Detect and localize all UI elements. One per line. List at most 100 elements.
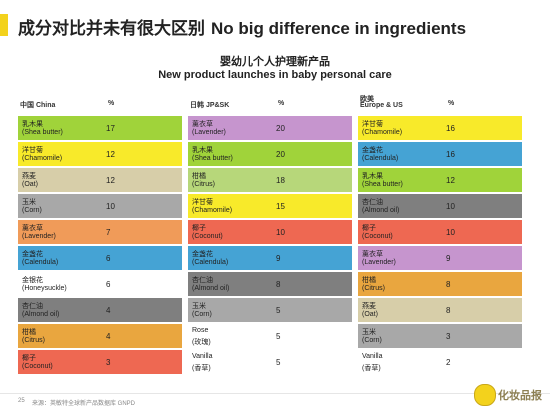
percent-value: 8 xyxy=(446,280,451,289)
ingredient-cell: 燕麦 (Oat) xyxy=(358,298,438,322)
ingredient-name: 椰子 xyxy=(192,225,206,232)
table-row: 燕麦 (Oat) 12 xyxy=(18,168,182,192)
percent-cell: 9 xyxy=(268,246,352,270)
table-row: 乳木果 (Shea butter) 20 xyxy=(188,142,352,166)
ingredient-name: Vanilla xyxy=(362,353,383,360)
ingredient-translation: (Lavender) xyxy=(362,259,396,266)
ingredient-cell: 金银花 (Honeysuckle) xyxy=(18,272,98,296)
ingredient-name: 柑橘 xyxy=(22,329,36,336)
percent-cell: 20 xyxy=(268,116,352,140)
table-row: 洋甘菊 (Chamomile) 15 xyxy=(188,194,352,218)
group-jp-sk: 日韩 JP&SK % 薰衣草 (Lavender) 20 乳木果 (Shea butte… xyxy=(188,100,358,376)
percent-header: % xyxy=(448,100,455,107)
percent-value: 9 xyxy=(446,254,451,263)
percent-cell: 18 xyxy=(268,168,352,192)
ingredient-name: 杏仁油 xyxy=(22,303,43,310)
ingredient-translation: (Almond oil) xyxy=(192,285,230,292)
ingredient-name: 乳木果 xyxy=(22,121,43,128)
ingredient-translation: (Citrus) xyxy=(192,181,215,188)
ingredient-translation: (Corn) xyxy=(22,207,42,214)
ingredient-cell: Vanilla (香草) xyxy=(358,350,438,374)
ingredient-name: 乳木果 xyxy=(192,147,213,154)
percent-value: 12 xyxy=(446,176,455,185)
ingredient-translation: (Chamomile) xyxy=(192,207,233,214)
table-row: 洋甘菊 (Chamomile) 12 xyxy=(18,142,182,166)
percent-cell: 15 xyxy=(268,194,352,218)
ingredient-cell: 金盏花 (Calendula) xyxy=(358,142,438,166)
ingredient-translation: (Lavender) xyxy=(192,129,226,136)
percent-value: 9 xyxy=(276,254,281,263)
percent-value: 7 xyxy=(106,228,111,237)
percent-cell: 12 xyxy=(98,142,182,166)
percent-cell: 10 xyxy=(268,220,352,244)
ingredient-name: 洋甘菊 xyxy=(22,147,43,154)
table-row: 金银花 (Honeysuckle) 6 xyxy=(18,272,182,296)
table-row: 乳木果 (Shea butter) 12 xyxy=(358,168,522,192)
percent-cell: 6 xyxy=(98,272,182,296)
ingredient-cell: 乳木果 (Shea butter) xyxy=(18,116,98,140)
ingredient-cell: 乳木果 (Shea butter) xyxy=(358,168,438,192)
ingredient-name: 杏仁油 xyxy=(192,277,213,284)
ingredient-cell: 杏仁油 (Almond oil) xyxy=(358,194,438,218)
ingredient-name: 杏仁油 xyxy=(362,199,383,206)
table-row: 薰衣草 (Lavender) 7 xyxy=(18,220,182,244)
ingredient-translation: (Calendula) xyxy=(362,155,399,162)
ingredient-cell: Rose (玫瑰) xyxy=(188,324,268,348)
percent-value: 8 xyxy=(446,306,451,315)
ingredient-translation: (Chamomile) xyxy=(362,129,403,136)
ingredient-translation: (Oat) xyxy=(362,311,378,318)
subtitle-zh: 婴幼儿个人护理新产品 xyxy=(220,56,330,68)
percent-value: 10 xyxy=(446,228,455,237)
percent-cell: 16 xyxy=(438,142,522,166)
ingredient-name: 椰子 xyxy=(22,355,36,362)
ingredient-name: 柑橘 xyxy=(192,173,206,180)
ingredient-name: 薰衣草 xyxy=(362,251,383,258)
ingredient-name: 金银花 xyxy=(22,277,43,284)
percent-value: 20 xyxy=(276,150,285,159)
percent-cell: 6 xyxy=(98,246,182,270)
group-header: 中国 China % xyxy=(18,100,188,112)
table-row: 椰子 (Coconut) 3 xyxy=(18,350,182,374)
percent-cell: 8 xyxy=(438,272,522,296)
ingredient-name: 玉米 xyxy=(192,303,206,310)
ingredient-translation: (Shea butter) xyxy=(362,181,403,188)
ingredient-translation: (香草) xyxy=(192,365,211,372)
ingredient-translation: (Coconut) xyxy=(192,233,223,240)
table-row: Vanilla (香草) 2 xyxy=(358,350,522,374)
ingredient-cell: 洋甘菊 (Chamomile) xyxy=(188,194,268,218)
percent-cell: 3 xyxy=(438,324,522,348)
ingredient-translation: (Honeysuckle) xyxy=(22,285,67,292)
table-row: 洋甘菊 (Chamomile) 16 xyxy=(358,116,522,140)
table-row: 柑橘 (Citrus) 18 xyxy=(188,168,352,192)
watermark-text: 化妆品报 xyxy=(498,390,542,402)
ingredient-translation: (Citrus) xyxy=(22,337,45,344)
ingredient-name: Rose xyxy=(192,327,209,334)
percent-value: 4 xyxy=(106,306,111,315)
percent-cell: 12 xyxy=(98,168,182,192)
table-row: Rose (玫瑰) 5 xyxy=(188,324,352,348)
table-row: Vanilla (香草) 5 xyxy=(188,350,352,374)
ingredient-name: 玉米 xyxy=(22,199,36,206)
table-row: 金盏花 (Calendula) 6 xyxy=(18,246,182,270)
ingredient-translation: (玫瑰) xyxy=(192,339,211,346)
ingredient-translation: (Coconut) xyxy=(22,363,53,370)
percent-value: 15 xyxy=(276,202,285,211)
table-row: 柑橘 (Citrus) 4 xyxy=(18,324,182,348)
table-row: 薰衣草 (Lavender) 20 xyxy=(188,116,352,140)
source-note: 来源：英敏特全球新产品数据库 GNPD xyxy=(32,401,136,407)
percent-value: 3 xyxy=(106,358,111,367)
group-europe-us: 欧美 Europe & US % 洋甘菊 (Chamomile) 16 金盏花 (Cal… xyxy=(358,96,528,376)
ingredient-name: 金盏花 xyxy=(362,147,383,154)
ingredient-name: 薰衣草 xyxy=(22,225,43,232)
page-number: 25 xyxy=(18,398,25,404)
ingredient-translation: (Almond oil) xyxy=(22,311,60,318)
page-title: 成分对比并未有很大区别 No big difference in ingredie… xyxy=(18,14,466,39)
table-row: 椰子 (Coconut) 10 xyxy=(188,220,352,244)
ingredient-cell: 椰子 (Coconut) xyxy=(358,220,438,244)
table-row: 玉米 (Corn) 10 xyxy=(18,194,182,218)
ingredient-cell: 椰子 (Coconut) xyxy=(188,220,268,244)
page-title-en: No big difference in ingredients xyxy=(211,19,467,38)
ingredient-cell: 椰子 (Coconut) xyxy=(18,350,98,374)
percent-value: 3 xyxy=(446,332,451,341)
percent-value: 10 xyxy=(276,228,285,237)
